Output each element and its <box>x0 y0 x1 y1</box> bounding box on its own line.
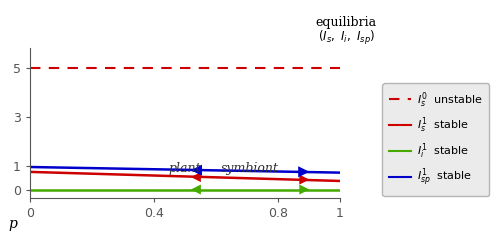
Text: $( I_s,\ I_i,\ I_{sp} )$: $( I_s,\ I_i,\ I_{sp} )$ <box>318 29 375 47</box>
Text: equilibria: equilibria <box>316 16 377 29</box>
Text: plant: plant <box>169 162 202 175</box>
Text: p: p <box>8 217 18 231</box>
Text: symbiont: symbiont <box>221 162 279 175</box>
Legend: $I_s^0$  unstable, $I_s^1$  stable, $I_i^1$  stable, $I_{sp}^1$  stable: $I_s^0$ unstable, $I_s^1$ stable, $I_i^1… <box>382 83 490 196</box>
